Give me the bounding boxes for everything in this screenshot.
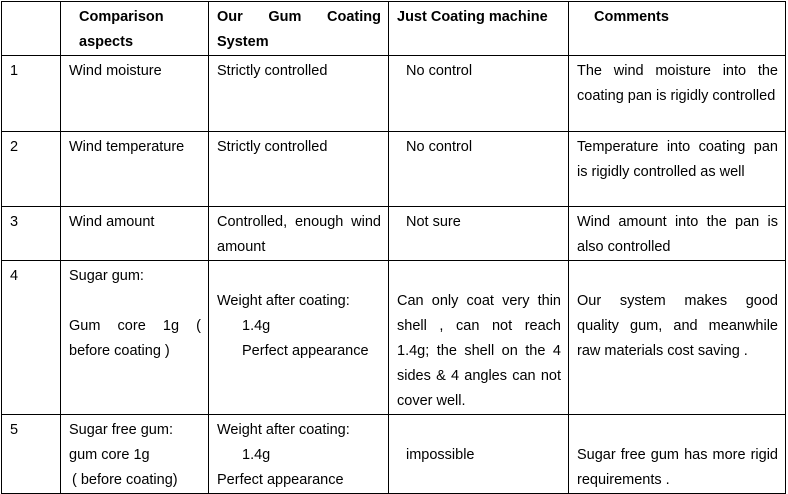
table-cell: Strictly controlled [208,55,389,132]
header-cell: Just Coating machine [388,1,569,56]
table-cell: No control [388,131,569,207]
cell-text: Temperature into coating pan is rigidly … [577,139,778,180]
header-cell [1,1,61,56]
cell-text: No control [406,63,473,79]
table-cell: Wind amount [60,206,209,261]
cell-text: Strictly controlled [217,139,328,155]
header-cell: Comparison aspects [60,1,209,56]
cell-text: Strictly controlled [217,63,328,79]
header-cell: Comments [568,1,786,56]
table-cell: Not sure [388,206,569,261]
cell-text: Not sure [406,214,461,230]
table-body: 1 Wind moisture Strictly controlled No cont… [1,55,786,494]
table-cell: Weight after coating: 1.4g Perfect appeara… [208,414,389,494]
cell-text: Weight after coating: [217,422,350,438]
cell-text: Perfect appearance [242,343,369,359]
table-cell: Wind temperature [60,131,209,207]
table-cell: Wind moisture [60,55,209,132]
table-row: 3 Wind amount Controlled, enough wind amou… [1,206,786,261]
cell-text: Wind moisture [69,63,162,79]
cell-text: Gum core 1g ( before coating ) [69,318,201,359]
table-cell: Can only coat very thin shell , can not … [388,260,569,415]
table-cell: impossible [388,414,569,494]
cell-text: 1.4g [242,447,271,463]
row-number: 2 [1,131,61,207]
cell-text: Sugar free gum has more rigid requiremen… [577,447,778,488]
cell-text: ( before coating) [72,472,178,488]
table-cell: Controlled, enough wind amount [208,206,389,261]
table-cell: Sugar free gum: gum core 1g ( before coati… [60,414,209,494]
cell-text: The wind moisture into the coating pan i… [577,63,778,104]
table-row: 2 Wind temperature Strictly controlled No c… [1,131,786,207]
table-cell: Our system makes good quality gum, and m… [568,260,786,415]
cell-text: Wind amount [69,214,155,230]
table-cell: Sugar gum: Gum core 1g ( before coating ) [60,260,209,415]
table-cell: Strictly controlled [208,131,389,207]
table-cell: Wind amount into the pan is also control… [568,206,786,261]
cell-text: Controlled, enough wind amount [217,214,381,255]
cell-text: Wind temperature [69,139,185,155]
table-cell: Sugar free gum has more rigid requiremen… [568,414,786,494]
cell-text: Perfect appearance [217,472,344,488]
row-number: 4 [1,260,61,415]
cell-text: gum core 1g [69,447,150,463]
table-row: 5 Sugar free gum: gum core 1g ( before coat… [1,414,786,494]
cell-text: impossible [406,447,475,463]
cell-text: No control [406,139,473,155]
cell-text: 1.4g [242,318,271,334]
header-row: Comparison aspects Our Gum Coating Syste… [1,1,786,56]
table-cell: Weight after coating: 1.4g Perfect appeara… [208,260,389,415]
cell-text: Weight after coating: [217,293,350,309]
cell-text: Sugar gum: [69,268,144,284]
row-number: 5 [1,414,61,494]
row-number: 1 [1,55,61,132]
cell-text: Wind amount into the pan is also control… [577,214,778,255]
table-cell: The wind moisture into the coating pan i… [568,55,786,132]
table-cell: Temperature into coating pan is rigidly … [568,131,786,207]
cell-text: Can only coat very thin shell , can not … [397,293,561,409]
row-number: 3 [1,206,61,261]
table-row: 4 Sugar gum: Gum core 1g ( before coating … [1,260,786,415]
table-cell: No control [388,55,569,132]
cell-text: Our system makes good quality gum, and m… [577,293,778,359]
cell-text: Sugar free gum: [69,422,173,438]
table-row: 1 Wind moisture Strictly controlled No cont… [1,55,786,132]
header-cell: Our Gum Coating System [208,1,389,56]
